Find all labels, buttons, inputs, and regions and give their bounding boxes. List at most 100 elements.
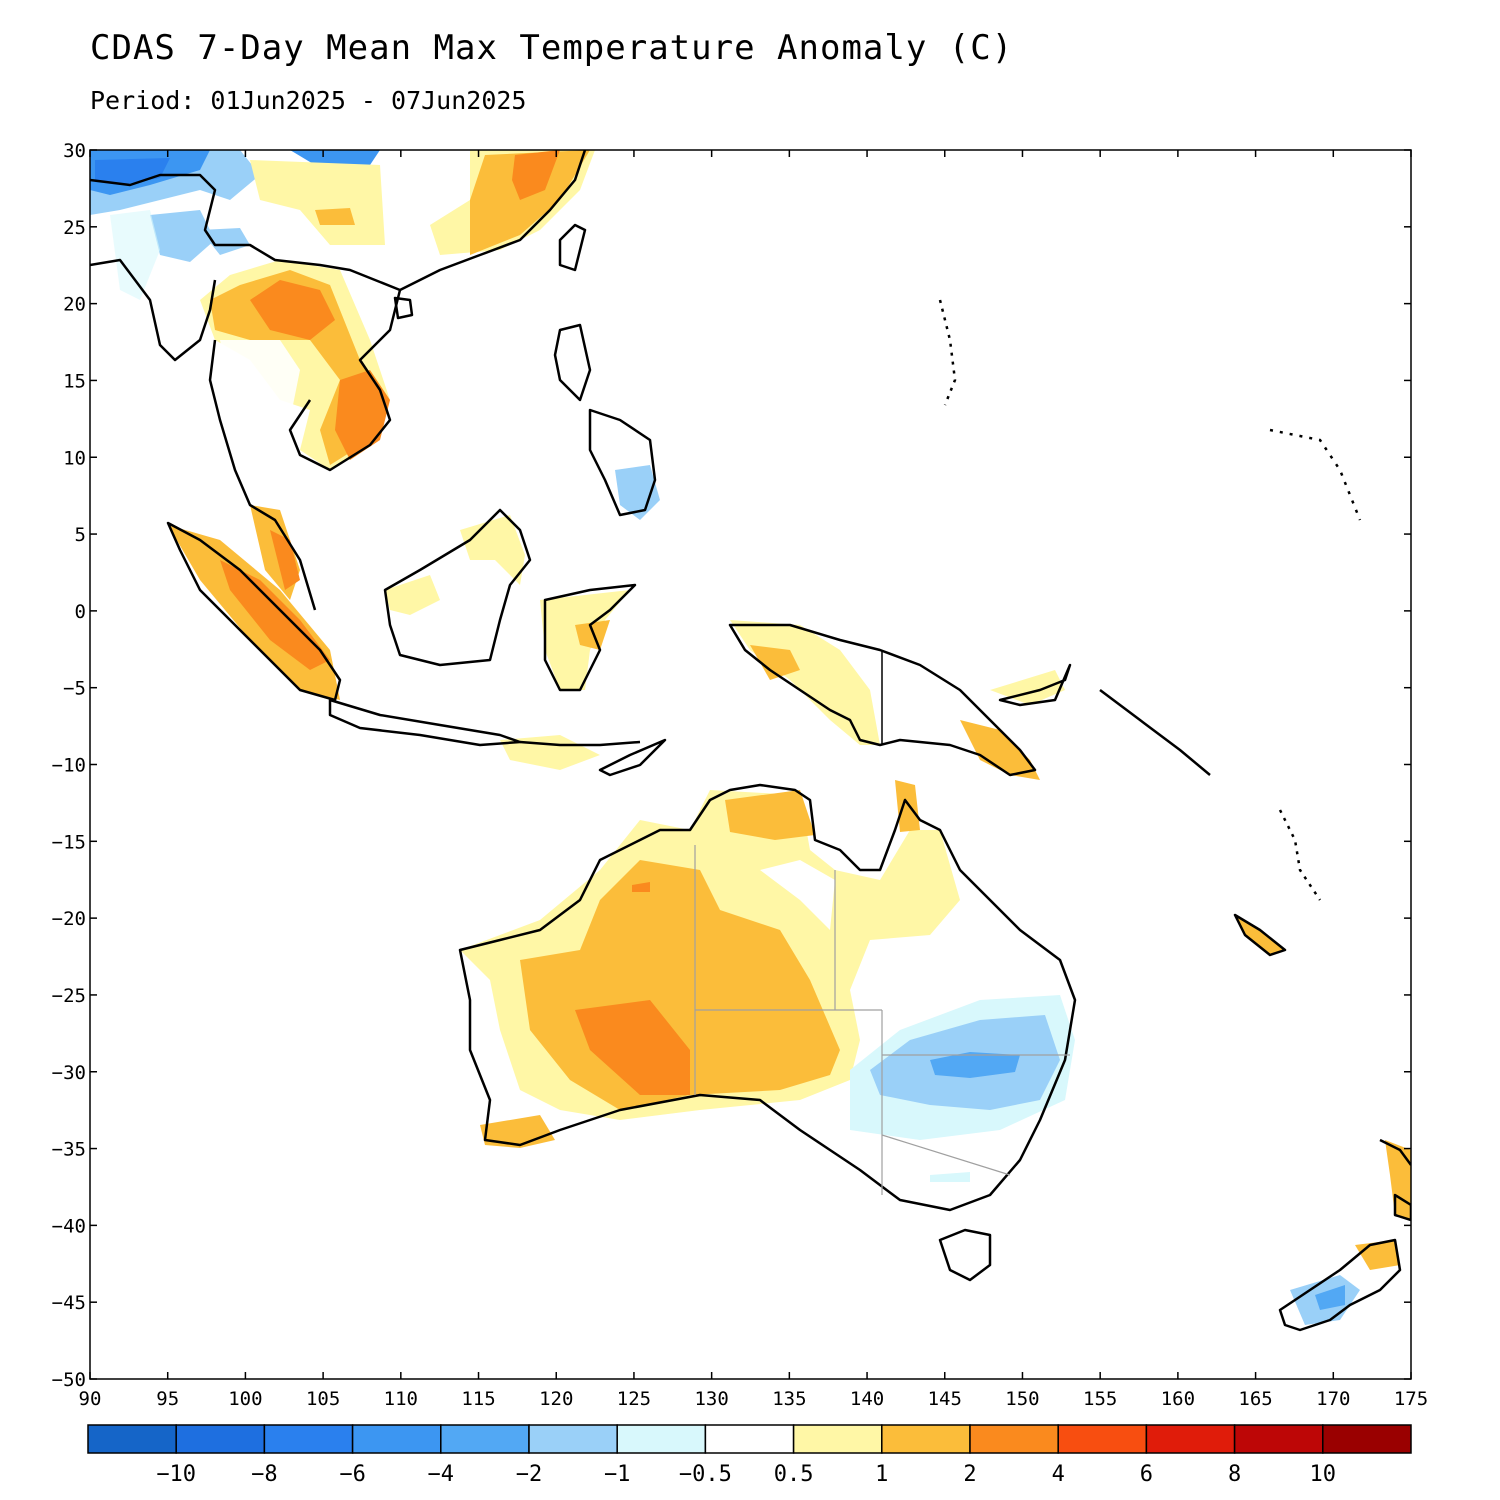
colorbar: [87, 1424, 1412, 1454]
y-tick-label: −45: [52, 1292, 86, 1314]
anomaly-warm-new-caledonia: [1235, 915, 1285, 955]
x-tick-label: 95: [156, 1388, 179, 1410]
coast-java: [328, 698, 522, 747]
y-tick-label: 25: [63, 217, 86, 239]
x-tick-label: 145: [928, 1388, 962, 1410]
coast-myanmar: [90, 258, 217, 362]
colorbar-swatch: [87, 1424, 177, 1454]
x-tick-label: 135: [772, 1388, 806, 1410]
y-tick-label: −50: [52, 1369, 86, 1391]
y-tick-label: −30: [52, 1062, 86, 1084]
axis-ticks: [89, 149, 1412, 1380]
anomaly-cool-laos-edge: [200, 228, 250, 255]
colorbar-swatch: [1057, 1424, 1148, 1454]
y-axis-labels: 30 25 20 15 10 5 0 −5 −10 −15 −20 −25 −30 −35 −40 −45 −5…: [52, 140, 86, 1391]
x-tick-label: 130: [694, 1388, 728, 1410]
x-tick-label: 175: [1394, 1388, 1428, 1410]
colorbar-label: −8: [251, 1462, 278, 1487]
y-tick-label: 15: [63, 370, 86, 392]
x-tick-label: 100: [228, 1388, 262, 1410]
colorbar-label: −6: [339, 1462, 366, 1487]
y-tick-label: 20: [63, 294, 86, 316]
anomaly-warm-cape-york: [895, 780, 920, 832]
coast-vanuatu: [1278, 809, 1322, 901]
anomaly-cool-victoria-strip: [930, 1172, 970, 1182]
anomaly-neutral-myanmar: [110, 210, 160, 300]
colorbar-swatch: [616, 1424, 707, 1454]
chart-title: CDAS 7-Day Mean Max Temperature Anomaly …: [90, 28, 1014, 68]
colorbar-swatch: [175, 1424, 266, 1454]
x-tick-label: 160: [1161, 1388, 1195, 1410]
coast-thailand-malaysia: [208, 339, 317, 611]
x-tick-label: 155: [1083, 1388, 1117, 1410]
x-tick-label: 90: [79, 1388, 102, 1410]
colorbar-label: −0.5: [679, 1462, 732, 1487]
coast-hainan: [393, 296, 414, 320]
x-tick-label: 150: [1005, 1388, 1039, 1410]
anomaly-warm-png-east: [960, 720, 1040, 780]
coast-luzon: [553, 323, 592, 402]
state-borders: [694, 650, 1070, 1195]
coastlines: [90, 150, 1411, 1332]
colorbar-label: 0.5: [774, 1462, 814, 1487]
anomaly-hot-spot-pilbara: [632, 882, 650, 892]
x-tick-label: 170: [1316, 1388, 1350, 1410]
y-tick-label: −15: [52, 831, 86, 853]
colorbar-label: 10: [1310, 1462, 1337, 1487]
y-tick-label: −5: [63, 678, 86, 700]
anomaly-hot-western-australia: [575, 1000, 690, 1095]
y-tick-label: −20: [52, 908, 86, 930]
coast-nz-south: [1278, 1238, 1402, 1332]
colorbar-swatch: [704, 1424, 795, 1454]
coast-borneo: [383, 508, 532, 667]
x-tick-label: 115: [461, 1388, 495, 1410]
border-nsw-vic: [881, 1134, 1011, 1176]
coast-caroline-islands: [938, 299, 957, 406]
anomaly-cool-east-australia-core: [930, 1052, 1020, 1078]
colorbar-labels: −10 −8 −6 −4 −2 −1 −0.5 0.5 1 2 4 6 8 10: [156, 1462, 1336, 1487]
anomaly-warm-south-china: [250, 160, 385, 245]
anomaly-warm-sulawesi-core: [575, 620, 610, 650]
x-tick-label: 105: [306, 1388, 340, 1410]
y-tick-label: −35: [52, 1139, 86, 1161]
colorbar-label: 4: [1052, 1462, 1065, 1487]
colorbar-swatch: [440, 1424, 530, 1454]
colorbar-swatch: [792, 1424, 883, 1454]
coast-mainland-asia: [90, 150, 587, 292]
anomaly-warm-new-guinea: [730, 620, 880, 745]
y-tick-label: −40: [52, 1215, 86, 1237]
colorbar-swatch: [1233, 1424, 1324, 1454]
coast-sulawesi: [543, 583, 637, 692]
anomaly-cool-mindanao: [615, 465, 660, 520]
colorbar-label: 8: [1228, 1462, 1241, 1487]
x-tick-label: 125: [617, 1388, 651, 1410]
anomaly-warm-top-end: [725, 790, 815, 840]
x-tick-label: 165: [1238, 1388, 1272, 1410]
y-tick-label: 30: [63, 140, 86, 162]
coast-flores-chain: [519, 740, 641, 747]
coast-taiwan: [558, 223, 587, 272]
y-tick-label: 5: [75, 524, 86, 546]
chart-subtitle: Period: 01Jun2025 - 07Jun2025: [90, 86, 527, 115]
coast-nz-north-lower: [1393, 1193, 1411, 1222]
colorbar-label: −10: [156, 1462, 196, 1487]
coast-tasmania: [938, 1228, 992, 1282]
coast-sumatra: [166, 521, 342, 702]
y-tick-label: 10: [63, 447, 86, 469]
anomaly-warm-png-peninsula: [990, 670, 1065, 705]
y-tick-label: −25: [52, 985, 86, 1007]
anomaly-warm-south-west-tip: [480, 1115, 555, 1148]
coast-australia: [458, 783, 1077, 1212]
colorbar-swatch: [881, 1424, 971, 1454]
colorbar-swatch: [1145, 1424, 1236, 1454]
colorbar-swatch: [351, 1424, 442, 1454]
anomaly-field: [90, 150, 1411, 1325]
y-tick-label: 0: [75, 601, 86, 623]
anomaly-warm-south-china-core: [315, 208, 355, 225]
anomaly-warm-nz-north: [1385, 1140, 1411, 1220]
coast-marshall-islands: [1269, 428, 1362, 521]
anomaly-warm-east-china-mid: [470, 150, 590, 255]
coast-philippines-south: [588, 408, 657, 517]
colorbar-label: −2: [516, 1462, 543, 1487]
